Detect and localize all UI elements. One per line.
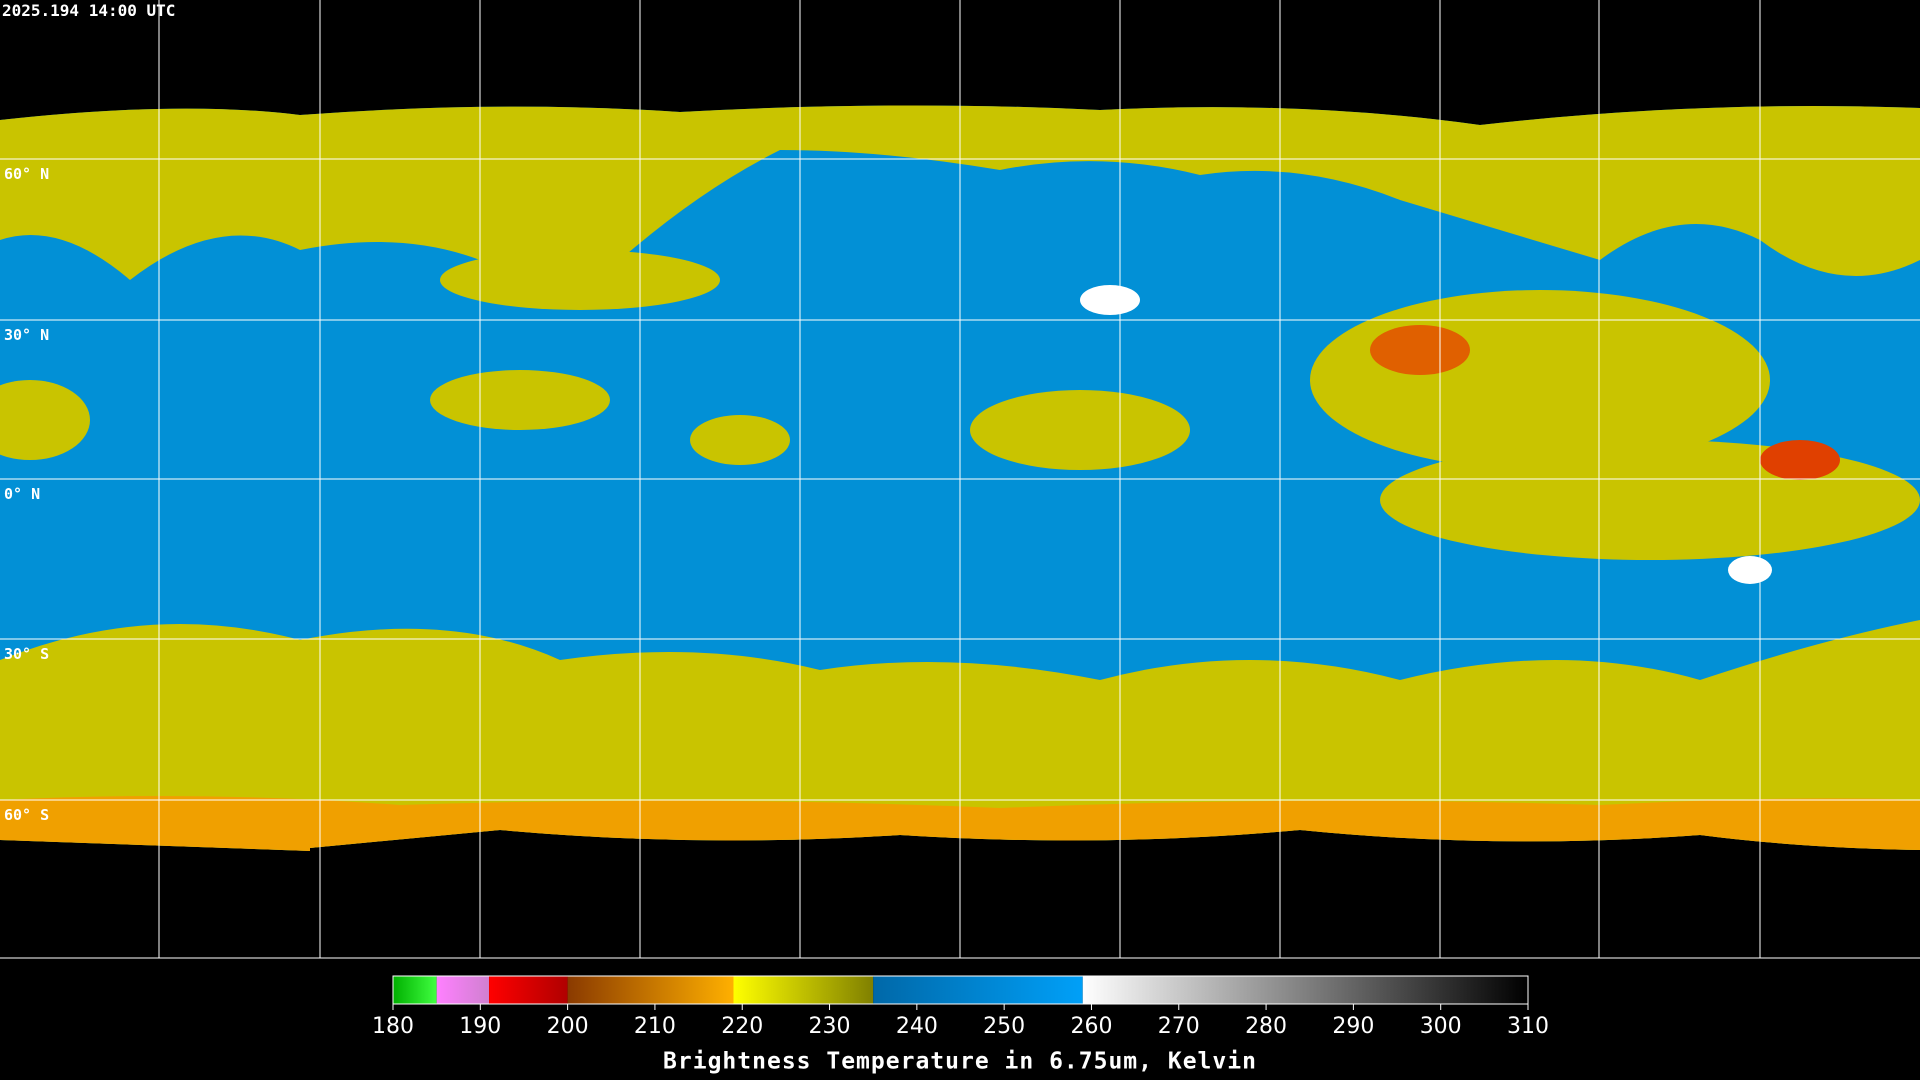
colorbar-segment <box>1082 976 1528 1004</box>
lat-label: 60° N <box>4 165 49 183</box>
colorbar-segment <box>873 976 1083 1004</box>
graticule <box>0 0 1920 958</box>
colorbar-tick-label: 190 <box>459 1014 501 1039</box>
colorbar-segment <box>489 976 568 1004</box>
colorbar-segment <box>393 976 437 1004</box>
colorbar-tick-label: 200 <box>547 1014 589 1039</box>
lat-label: 0° N <box>4 485 40 503</box>
colorbar-tick-label: 310 <box>1507 1014 1549 1039</box>
colorbar-tick-label: 290 <box>1332 1014 1374 1039</box>
colorbar-tick-label: 180 <box>372 1014 414 1039</box>
lat-label: 30° S <box>4 645 49 663</box>
colorbar-frame <box>392 975 1529 1005</box>
colorbar-tick-label: 270 <box>1158 1014 1200 1039</box>
colorbar-title: Brightness Temperature in 6.75um, Kelvin <box>663 1049 1257 1075</box>
colorbar-tick-label: 230 <box>809 1014 851 1039</box>
colorbar-tick-label: 300 <box>1420 1014 1462 1039</box>
timestamp: 2025.194 14:00 UTC <box>2 1 175 20</box>
colorbar-tick-label: 220 <box>721 1014 763 1039</box>
colorbar-segment <box>733 976 874 1004</box>
colorbar-segment <box>567 976 734 1004</box>
lat-label: 30° N <box>4 326 49 344</box>
lat-label: 60° S <box>4 806 49 824</box>
colorbar-tick-label: 260 <box>1070 1014 1112 1039</box>
colorbar-tick-label: 250 <box>983 1014 1025 1039</box>
colorbar-segment <box>436 976 490 1004</box>
colorbar-tick-label: 240 <box>896 1014 938 1039</box>
colorbar-tick-label: 280 <box>1245 1014 1287 1039</box>
colorbar: 180 190 200 210 220 230 240 250 260 270 280 290 300 3… <box>372 975 1549 1039</box>
colorbar-tick-label: 210 <box>634 1014 676 1039</box>
